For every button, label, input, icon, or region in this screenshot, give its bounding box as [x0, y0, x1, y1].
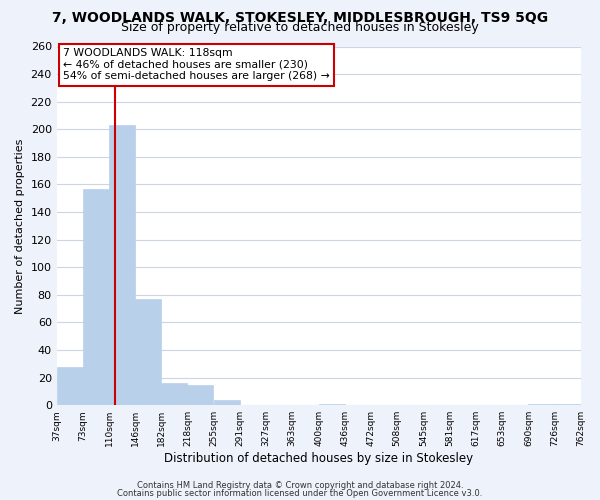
Text: Contains HM Land Registry data © Crown copyright and database right 2024.: Contains HM Land Registry data © Crown c… — [137, 481, 463, 490]
Y-axis label: Number of detached properties: Number of detached properties — [15, 138, 25, 314]
Bar — [56, 366, 83, 405]
Bar — [554, 404, 581, 405]
Bar — [136, 299, 161, 405]
Bar — [214, 400, 240, 405]
X-axis label: Distribution of detached houses by size in Stokesley: Distribution of detached houses by size … — [164, 452, 473, 465]
Text: 7, WOODLANDS WALK, STOKESLEY, MIDDLESBROUGH, TS9 5QG: 7, WOODLANDS WALK, STOKESLEY, MIDDLESBRO… — [52, 11, 548, 25]
Bar — [83, 188, 109, 405]
Bar — [529, 404, 554, 405]
Text: Contains public sector information licensed under the Open Government Licence v3: Contains public sector information licen… — [118, 488, 482, 498]
Bar — [109, 125, 136, 405]
Bar — [187, 384, 214, 405]
Text: 7 WOODLANDS WALK: 118sqm
← 46% of detached houses are smaller (230)
54% of semi-: 7 WOODLANDS WALK: 118sqm ← 46% of detach… — [63, 48, 330, 82]
Bar — [161, 383, 187, 405]
Text: Size of property relative to detached houses in Stokesley: Size of property relative to detached ho… — [121, 22, 479, 35]
Bar — [319, 404, 345, 405]
